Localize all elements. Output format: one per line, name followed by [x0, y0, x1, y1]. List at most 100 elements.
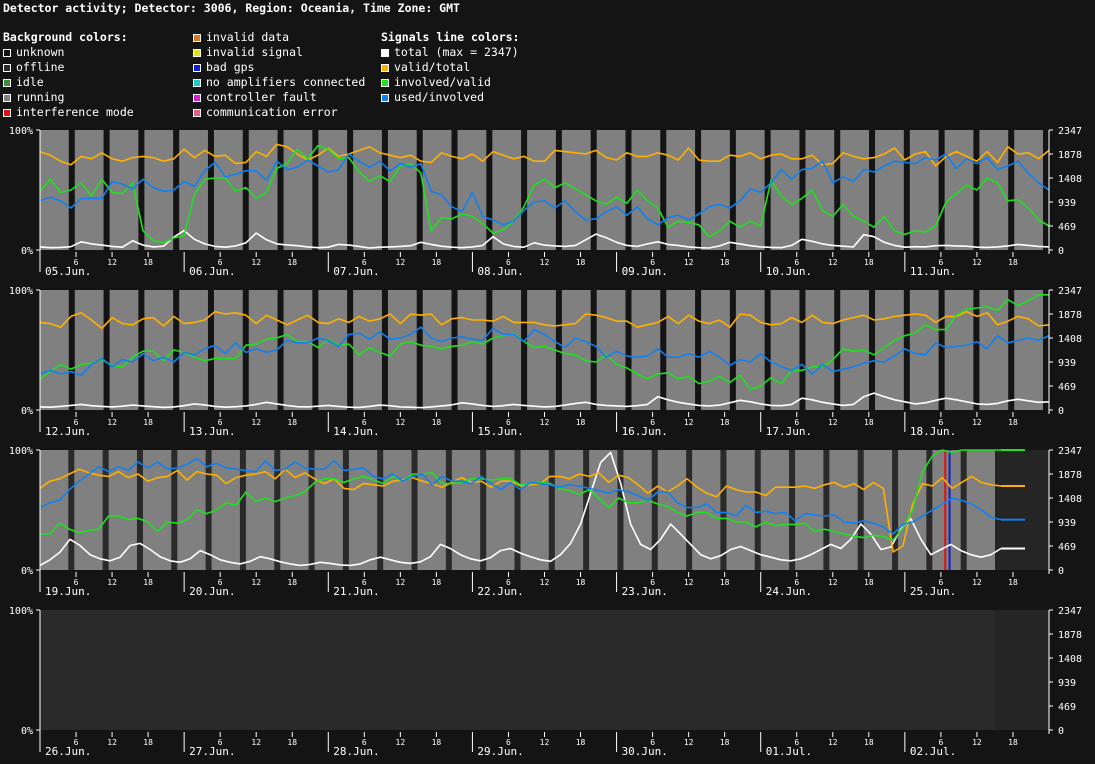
hour-label: 6: [218, 738, 223, 747]
y-right-tick-label: 1408: [1058, 174, 1082, 185]
day-label: 28.Jun.: [333, 745, 379, 758]
y-left-tick-label: 0%: [21, 566, 33, 577]
hour-label: 12: [396, 418, 406, 427]
day-label: 22.Jun.: [477, 585, 523, 598]
hour-label: 18: [720, 738, 730, 747]
running-background: [701, 290, 730, 410]
hour-label: 12: [107, 578, 117, 587]
hour-label: 18: [143, 578, 153, 587]
running-background: [561, 290, 591, 410]
running-background: [875, 290, 904, 410]
hour-label: 12: [396, 738, 406, 747]
day-label: 30.Jun.: [622, 745, 668, 758]
day-label: 07.Jun.: [333, 265, 379, 278]
day-label: 23.Jun.: [622, 585, 668, 598]
legend-background-item: unknown: [3, 45, 134, 60]
legend-background-label: offline: [16, 60, 65, 74]
hour-label: 12: [107, 738, 117, 747]
hour-label: 6: [938, 738, 943, 747]
y-left-tick-label: 0%: [21, 726, 33, 737]
running-background: [840, 130, 870, 250]
running-background: [770, 290, 800, 410]
running-background: [909, 130, 939, 250]
running-background: [589, 450, 618, 570]
hour-label: 6: [794, 578, 799, 587]
running-background: [318, 130, 348, 250]
hour-label: 6: [506, 258, 511, 267]
y-right-tick-label: 0: [1058, 566, 1064, 577]
day-label: 21.Jun.: [333, 585, 379, 598]
legend-background-label: bad gps: [206, 60, 255, 74]
day-label: 13.Jun.: [189, 425, 235, 438]
running-background: [40, 130, 69, 250]
legend-background-colors: Background colors: unknown offline idle run…: [3, 30, 134, 120]
hour-label: 12: [396, 258, 406, 267]
running-background: [451, 450, 481, 570]
legend-background-item: invalid signal: [193, 45, 365, 60]
y-right-tick-label: 939: [1058, 678, 1076, 689]
valid-total-line: [39, 310, 1050, 330]
y-right-tick-label: 0: [1058, 246, 1064, 257]
hour-label: 18: [143, 418, 153, 427]
day-label: 29.Jun.: [477, 745, 523, 758]
unknown-background: [995, 450, 1049, 570]
used-involved-line: [39, 153, 1050, 226]
hour-label: 6: [650, 418, 655, 427]
legend-background-swatch: [193, 48, 201, 57]
hour-label: 18: [432, 578, 442, 587]
legend-background-item: running: [3, 90, 134, 105]
legend-background-item: invalid data: [193, 30, 365, 45]
hour-label: 12: [828, 418, 838, 427]
y-right-tick-label: 1408: [1058, 654, 1082, 665]
y-left-tick-label: 100%: [9, 446, 33, 457]
legend-background-swatch: [3, 63, 11, 72]
hour-label: 6: [218, 258, 223, 267]
day-label: 18.Jun.: [910, 425, 956, 438]
legend-background-colors-2: invalid data invalid signal bad gps no ampl…: [193, 30, 365, 120]
hour-label: 12: [251, 578, 261, 587]
hour-label: 6: [650, 258, 655, 267]
day-label: 26.Jun.: [45, 745, 91, 758]
y-right-tick-label: 2347: [1058, 286, 1082, 297]
y-right-tick-label: 1878: [1058, 630, 1082, 641]
hour-label: 6: [74, 738, 79, 747]
running-background: [520, 450, 549, 570]
legend-background-swatch: [193, 33, 201, 42]
running-background: [417, 450, 446, 570]
legend-background-label: invalid data: [206, 30, 290, 44]
involved-valid-line: [39, 293, 1049, 391]
hour-label: 12: [251, 738, 261, 747]
running-background: [318, 290, 348, 410]
hour-label: 18: [432, 258, 442, 267]
hour-label: 12: [107, 258, 117, 267]
day-label: 06.Jun.: [189, 265, 235, 278]
running-background: [596, 130, 626, 250]
y-right-tick-label: 939: [1058, 518, 1076, 529]
hour-label: 12: [684, 578, 694, 587]
hour-label: 12: [540, 578, 550, 587]
running-background: [979, 290, 1009, 410]
hour-label: 6: [74, 578, 79, 587]
legend-signal-item: total (max = 2347): [381, 45, 519, 60]
hour-label: 6: [650, 738, 655, 747]
hour-label: 18: [864, 578, 874, 587]
day-label: 27.Jun.: [189, 745, 235, 758]
running-background: [657, 450, 687, 570]
hour-label: 18: [1008, 578, 1018, 587]
legend-background-swatch: [3, 48, 11, 57]
running-background: [245, 450, 275, 570]
y-left-tick-label: 100%: [9, 126, 33, 137]
valid-total-line: [39, 143, 1050, 167]
hour-label: 6: [794, 418, 799, 427]
hour-label: 18: [1008, 258, 1018, 267]
day-label: 08.Jun.: [477, 265, 523, 278]
running-background: [422, 290, 452, 410]
running-background: [623, 450, 652, 570]
running-background: [932, 450, 961, 570]
hour-label: 12: [972, 418, 982, 427]
involved-valid-line: [39, 144, 1050, 244]
day-label: 12.Jun.: [45, 425, 91, 438]
hour-label: 6: [74, 258, 79, 267]
